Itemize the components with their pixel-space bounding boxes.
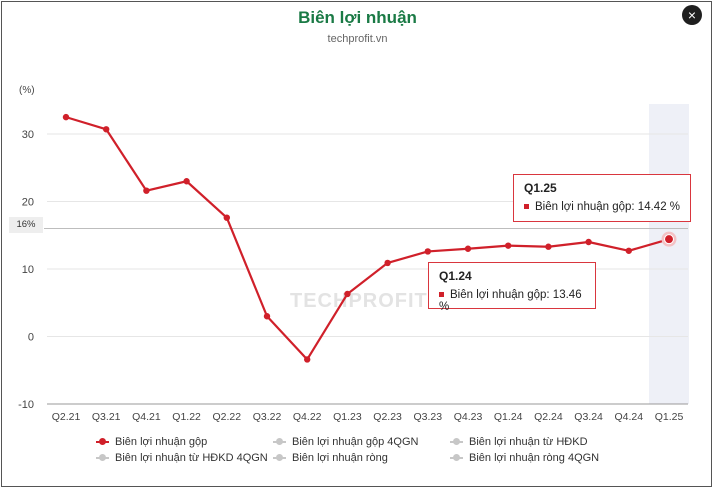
x-tick-label: Q3.22 <box>253 411 282 423</box>
legend-item[interactable]: Biên lợi nhuận gộp 4QGN <box>273 436 418 448</box>
crosshair-label: 16% <box>9 217 43 233</box>
legend-label: Biên lợi nhuận gộp <box>115 436 208 448</box>
data-point <box>183 178 190 185</box>
x-tick-label: Q1.23 <box>333 411 362 423</box>
data-point <box>263 313 271 320</box>
data-point <box>505 242 512 249</box>
tooltip-title: Q1.24 <box>439 269 472 283</box>
tooltip-q1-24: Q1.24 Biên lợi nhuận gộp: 13.46 % <box>428 262 596 313</box>
x-tick-label: Q4.21 <box>132 411 161 423</box>
hover-band <box>649 104 689 404</box>
y-tick-label: 20 <box>22 197 34 209</box>
data-point <box>585 238 592 246</box>
x-tick-label: Q1.25 <box>655 411 684 423</box>
legend-marker-icon <box>273 454 286 462</box>
y-tick-label: 0 <box>28 332 34 344</box>
data-point <box>384 259 391 267</box>
x-tick-label: Q1.24 <box>494 411 523 423</box>
chart-subtitle: techprofit.vn <box>327 33 388 45</box>
x-tick-label: Q3.24 <box>574 411 603 423</box>
legend-marker-icon <box>96 438 109 446</box>
data-point <box>143 187 150 194</box>
legend-marker-icon <box>450 454 463 462</box>
data-point <box>62 113 70 121</box>
close-icon[interactable]: × <box>682 5 702 25</box>
legend-item[interactable]: Biên lợi nhuận ròng 4QGN <box>450 452 599 464</box>
y-tick-label: 30 <box>22 129 34 141</box>
legend-label: Biên lợi nhuận từ HĐKD 4QGN <box>115 452 268 464</box>
data-point <box>103 126 110 133</box>
x-tick-label: Q2.21 <box>52 411 81 423</box>
y-axis-label: (%) <box>19 85 35 96</box>
series-line <box>65 116 670 361</box>
x-tick-label: Q4.24 <box>614 411 643 423</box>
series-marker-icon <box>524 204 529 210</box>
y-tick-label: -10 <box>18 399 34 411</box>
x-tick-label: Q1.22 <box>172 411 201 423</box>
data-point <box>424 248 431 255</box>
data-point <box>223 214 230 221</box>
data-point <box>625 247 632 254</box>
y-tick-label: 10 <box>22 264 34 276</box>
tooltip-text: Biên lợi nhuận gộp: 13.46 % <box>439 289 582 313</box>
legend-item[interactable]: Biên lợi nhuận từ HĐKD <box>450 436 588 448</box>
data-point <box>304 356 311 363</box>
legend-item[interactable]: Biên lợi nhuận gộp <box>96 436 207 448</box>
legend-marker-icon <box>96 454 109 462</box>
legend-marker-icon <box>450 438 463 446</box>
legend-marker-icon <box>273 438 286 446</box>
chart-title: Biên lợi nhuận <box>298 8 417 27</box>
legend-label: Biên lợi nhuận từ HĐKD <box>469 436 588 448</box>
tooltip-title: Q1.25 <box>524 181 557 195</box>
legend-label: Biên lợi nhuận ròng 4QGN <box>469 452 600 464</box>
x-tick-label: Q2.23 <box>373 411 402 423</box>
watermark: TECHPROFIT <box>290 290 428 312</box>
data-point <box>464 245 472 252</box>
series-marker-icon <box>439 292 444 298</box>
x-tick-label: Q4.22 <box>293 411 322 423</box>
x-tick-label: Q2.24 <box>534 411 563 423</box>
legend-item[interactable]: Biên lợi nhuận ròng <box>273 452 388 464</box>
x-tick-label: Q4.23 <box>454 411 483 423</box>
x-tick-label: Q2.22 <box>212 411 241 423</box>
data-point <box>545 243 552 250</box>
x-tick-label: Q3.21 <box>92 411 121 423</box>
legend-item[interactable]: Biên lợi nhuận từ HĐKD 4QGN <box>96 452 268 464</box>
data-point <box>344 290 351 298</box>
legend-label: Biên lợi nhuận gộp 4QGN <box>292 436 419 448</box>
x-tick-label: Q3.23 <box>413 411 442 423</box>
tooltip-text: Biên lợi nhuận gộp: 14.42 % <box>535 201 681 213</box>
legend-label: Biên lợi nhuận ròng <box>292 452 388 464</box>
tooltip-q1-25: Q1.25 Biên lợi nhuận gộp: 14.42 % <box>513 174 691 222</box>
data-point <box>664 234 674 245</box>
